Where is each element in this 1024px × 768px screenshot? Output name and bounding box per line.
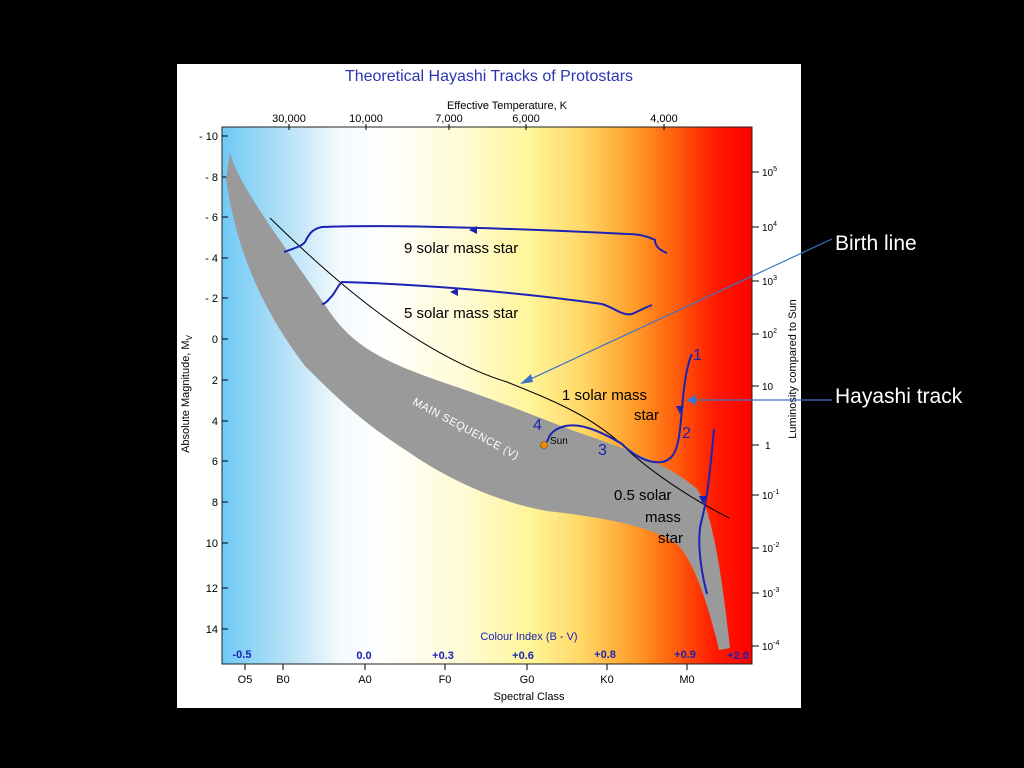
spectral-class: M0 xyxy=(679,674,694,686)
bottom-axis-label: Spectral Class xyxy=(494,691,565,703)
colour-index-value: +0.3 xyxy=(432,650,454,662)
left-tick: 0 xyxy=(212,334,218,346)
hayashi-track-callout: Hayashi track xyxy=(835,385,963,408)
colour-index-value: -0.5 xyxy=(233,649,252,661)
sun-label: Sun xyxy=(550,436,568,447)
track-half-label-line3: star xyxy=(658,530,683,547)
spectral-class: O5 xyxy=(238,674,253,686)
spectral-class: K0 xyxy=(600,674,613,686)
main-sequence-band xyxy=(226,152,730,650)
top-tick: 30,000 xyxy=(272,113,306,125)
track-1-arrow xyxy=(676,406,684,414)
right-tick: 10 xyxy=(762,382,774,393)
left-axis-label-subscript: V xyxy=(185,334,194,340)
left-tick: 10 xyxy=(206,538,218,550)
left-tick: 2 xyxy=(212,375,218,387)
track-half-label-line2: mass xyxy=(645,509,681,526)
birth-line-pointer-head xyxy=(520,374,533,384)
left-tick: - 4 xyxy=(205,253,218,265)
right-tick: 10-3 xyxy=(762,587,779,600)
stage-numbers: 1 2 3 4 xyxy=(533,347,702,459)
top-tick: 4,000 xyxy=(650,113,678,125)
top-axis-ticks: 30,000 10,000 7,000 6,000 4,000 xyxy=(272,113,678,130)
top-axis-label: Effective Temperature, K xyxy=(447,100,568,112)
left-axis-label-text: Absolute Magnitude, M xyxy=(180,340,192,453)
colour-index-values: -0.5 0.0 +0.3 +0.6 +0.8 +0.9 +2.0 xyxy=(233,649,749,662)
track-5-solar-mass xyxy=(321,280,653,316)
stage-number: 2 xyxy=(682,425,691,442)
colour-index-value: +2.0 xyxy=(727,650,749,662)
colour-index-value: +0.6 xyxy=(512,650,534,662)
left-tick: - 8 xyxy=(205,172,218,184)
stage-number: 1 xyxy=(693,347,702,364)
top-tick: 6,000 xyxy=(512,113,540,125)
left-tick: 6 xyxy=(212,456,218,468)
track-1-label-line1: 1 solar mass xyxy=(562,387,647,404)
top-tick: 7,000 xyxy=(435,113,463,125)
track-5-label: 5 solar mass star xyxy=(404,305,518,322)
right-tick: 1 xyxy=(765,441,771,452)
right-axis-ticks: 105 104 103 102 10 1 10-1 10-2 10-3 10-4 xyxy=(752,166,779,653)
right-tick: 10-4 xyxy=(762,640,779,653)
birth-line-callout: Birth line xyxy=(835,232,917,255)
track-1-solar-mass xyxy=(546,353,693,464)
right-tick: 10-2 xyxy=(762,542,779,555)
right-tick: 102 xyxy=(762,328,777,341)
left-tick: 4 xyxy=(212,416,218,428)
track-9-label: 9 solar mass star xyxy=(404,240,518,257)
left-tick: 8 xyxy=(212,497,218,509)
track-9-solar-mass xyxy=(283,225,668,254)
track-half-label-line1: 0.5 solar xyxy=(614,487,672,504)
track-half-solar-mass xyxy=(698,428,715,595)
left-tick: 14 xyxy=(206,624,218,636)
hayashi-track-pointer-head xyxy=(686,395,696,405)
right-axis-label: Luminosity compared to Sun xyxy=(787,299,799,438)
left-tick: 12 xyxy=(206,583,218,595)
left-axis-ticks: - 10 - 8 - 6 - 4 - 2 0 2 4 6 8 10 12 14 xyxy=(199,131,228,636)
spectral-class: B0 xyxy=(276,674,289,686)
left-tick: - 6 xyxy=(205,212,218,224)
left-axis-label: Absolute Magnitude, MV xyxy=(180,334,194,453)
colour-index-value: +0.9 xyxy=(674,649,696,661)
colour-index-label: Colour Index (B - V) xyxy=(480,631,577,643)
figure-title: Theoretical Hayashi Tracks of Protostars xyxy=(345,68,633,85)
colour-index-value: +0.8 xyxy=(594,649,616,661)
stage-number: 3 xyxy=(598,442,607,459)
sun-marker xyxy=(540,441,548,449)
temperature-color-band xyxy=(222,127,752,664)
spectral-class: A0 xyxy=(358,674,371,686)
hayashi-diagram: Theoretical Hayashi Tracks of Protostars… xyxy=(177,64,801,708)
top-tick: 10,000 xyxy=(349,113,383,125)
birth-line xyxy=(269,217,730,519)
spectral-class: F0 xyxy=(439,674,452,686)
left-tick: - 2 xyxy=(205,293,218,305)
right-tick: 104 xyxy=(762,221,777,234)
spectral-class-axis: O5 B0 A0 F0 G0 K0 M0 xyxy=(238,664,695,686)
colour-index-value: 0.0 xyxy=(356,650,371,662)
stage-number: 4 xyxy=(533,417,542,434)
track-half-arrow xyxy=(699,496,707,504)
track-5-arrow xyxy=(450,288,458,296)
right-tick: 10-1 xyxy=(762,489,779,502)
birth-line-pointer xyxy=(521,238,833,384)
spectral-class: G0 xyxy=(520,674,535,686)
right-tick: 103 xyxy=(762,275,777,288)
plot-frame xyxy=(221,126,753,665)
track-9-arrow xyxy=(469,226,477,234)
right-tick: 105 xyxy=(762,166,777,179)
left-tick: - 10 xyxy=(199,131,218,143)
track-1-label-line2: star xyxy=(634,407,659,424)
